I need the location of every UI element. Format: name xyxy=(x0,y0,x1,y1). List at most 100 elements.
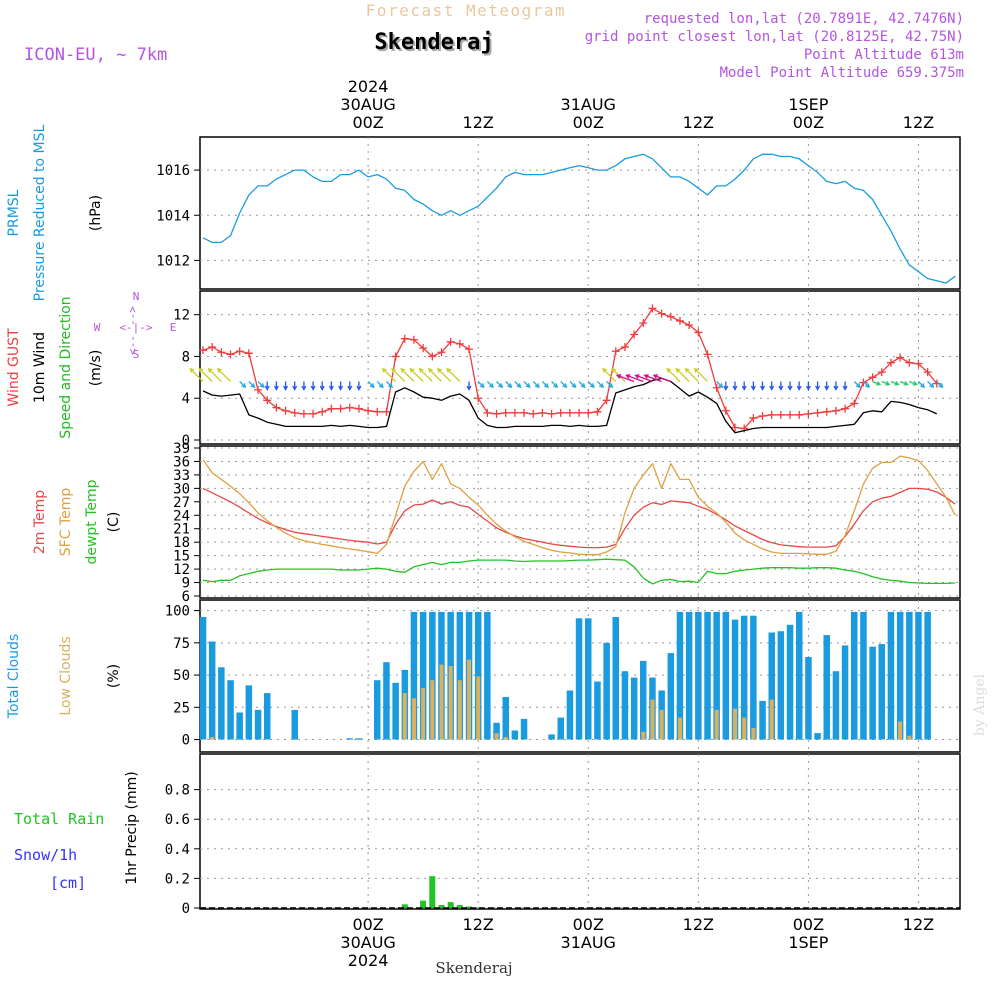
bottom-time-label: 12Z xyxy=(903,915,934,934)
gust-marker xyxy=(602,396,611,405)
clouds-bar-secondary xyxy=(421,688,426,740)
model-altitude: Model Point Altitude 659.375m xyxy=(720,65,964,81)
y-tick-label: 0.6 xyxy=(165,812,190,828)
clouds-bar-primary xyxy=(374,680,381,740)
wind-arrowhead xyxy=(310,385,316,391)
top-time-label: 12Z xyxy=(683,113,714,132)
clouds-bar-secondary xyxy=(494,733,499,740)
wind-arrowhead xyxy=(292,385,298,391)
wind-arrowhead xyxy=(446,367,452,373)
precip-frame xyxy=(199,753,961,910)
bottom-time-label: 31AUG xyxy=(561,933,616,952)
wind-arrowhead xyxy=(589,383,595,389)
y-tick-label: 12 xyxy=(173,562,190,578)
y-tick-label: 0 xyxy=(182,901,190,917)
clouds-bar-primary xyxy=(621,671,629,740)
gust-marker xyxy=(795,410,804,419)
precip-legend-label: Total Rain xyxy=(14,810,104,828)
svg-text:W: W xyxy=(94,321,101,334)
wind-arrowhead xyxy=(571,383,577,389)
gust-marker xyxy=(336,404,345,413)
clouds-bar-primary xyxy=(291,709,298,740)
wind-arrowhead xyxy=(273,385,279,391)
gust-marker xyxy=(309,409,318,418)
y-tick-label: 50 xyxy=(173,668,190,684)
wind-arrowhead xyxy=(611,367,617,373)
clouds-unit-label: (%) xyxy=(106,664,122,688)
clouds-bar-primary xyxy=(860,611,867,740)
bottom-time-label: 00Z xyxy=(352,915,383,934)
wind-arrowhead xyxy=(319,385,325,391)
gust-marker xyxy=(290,408,299,417)
gust-marker xyxy=(648,304,657,313)
gust-marker xyxy=(529,409,538,418)
gust-marker xyxy=(565,408,574,417)
top-time-label: 00Z xyxy=(573,113,604,132)
gust-marker xyxy=(611,347,620,356)
y-tick-label: 21 xyxy=(173,522,190,538)
gust-marker xyxy=(382,407,391,416)
wind-arrowhead xyxy=(815,385,821,391)
clouds-bar-secondary xyxy=(439,664,444,740)
clouds-bar-primary xyxy=(218,667,225,740)
wind-arrowhead xyxy=(929,383,935,389)
clouds-bar-primary xyxy=(915,611,922,740)
precip-series-0 xyxy=(200,876,960,909)
wind-direction-arrow xyxy=(419,368,433,382)
y-tick-label: 36 xyxy=(173,454,190,470)
wind-series-0 xyxy=(199,304,941,433)
clouds-bar-secondary xyxy=(430,680,435,740)
svg-text:E: E xyxy=(170,321,177,334)
wind-arrowhead xyxy=(283,385,289,391)
svg-text:N: N xyxy=(133,290,140,303)
wind-arrowhead xyxy=(602,367,608,373)
wind-unit-label: (m/s) xyxy=(88,350,104,387)
chart-panels: 1012 1014 1016 PRMSL Pressure Reduced to MSL… xyxy=(6,124,961,917)
wind-arrowhead xyxy=(938,383,944,389)
gust-marker xyxy=(831,406,840,415)
wind-arrowhead xyxy=(544,383,549,389)
precip-unit-label: 1hr Precip (mm) xyxy=(124,771,140,884)
gust-marker xyxy=(694,328,703,337)
clouds-bar-primary xyxy=(869,646,876,740)
gust-marker xyxy=(758,411,767,420)
temperature-legend-label: dewpt Temp xyxy=(84,479,100,564)
wind-arrowhead xyxy=(189,367,195,373)
precip-bar-primary xyxy=(456,905,463,908)
wind-arrowhead xyxy=(580,383,586,389)
y-tick-label: 25 xyxy=(173,700,190,716)
wind-arrowhead xyxy=(301,385,307,391)
wind-arrowhead xyxy=(409,367,415,373)
wind-arrowhead xyxy=(489,383,494,389)
gust-marker xyxy=(721,406,730,415)
gust-marker xyxy=(685,321,694,330)
gust-marker xyxy=(345,403,354,412)
wind-direction-arrow xyxy=(391,368,406,382)
gust-marker xyxy=(813,408,822,417)
wind-arrowhead xyxy=(805,385,811,391)
gust-marker xyxy=(703,350,712,359)
clouds-bar-primary xyxy=(878,644,885,740)
gust-marker xyxy=(354,404,363,413)
clouds-bar-primary xyxy=(796,611,803,740)
wind-arrowhead xyxy=(865,383,871,389)
temperature-line-sfc-temp xyxy=(202,455,956,556)
clouds-bar-primary xyxy=(410,611,418,740)
wind-arrowhead xyxy=(264,385,270,391)
wind-series-2 xyxy=(189,367,944,391)
clouds-bar-secondary xyxy=(751,727,756,740)
chart-title: Forecast Meteogram xyxy=(366,1,566,20)
bottom-time-label: 30AUG xyxy=(340,933,395,952)
wind-arrowhead xyxy=(615,374,622,379)
wind-arrowhead xyxy=(741,385,747,391)
wind-arrowhead xyxy=(666,367,672,373)
svg-text:S: S xyxy=(133,348,140,361)
wind-direction-arrow xyxy=(666,368,681,382)
gust-marker xyxy=(896,353,905,362)
bottom-time-label: 1SEP xyxy=(788,933,828,952)
y-tick-label: 0 xyxy=(182,433,190,449)
gust-marker xyxy=(868,373,877,382)
